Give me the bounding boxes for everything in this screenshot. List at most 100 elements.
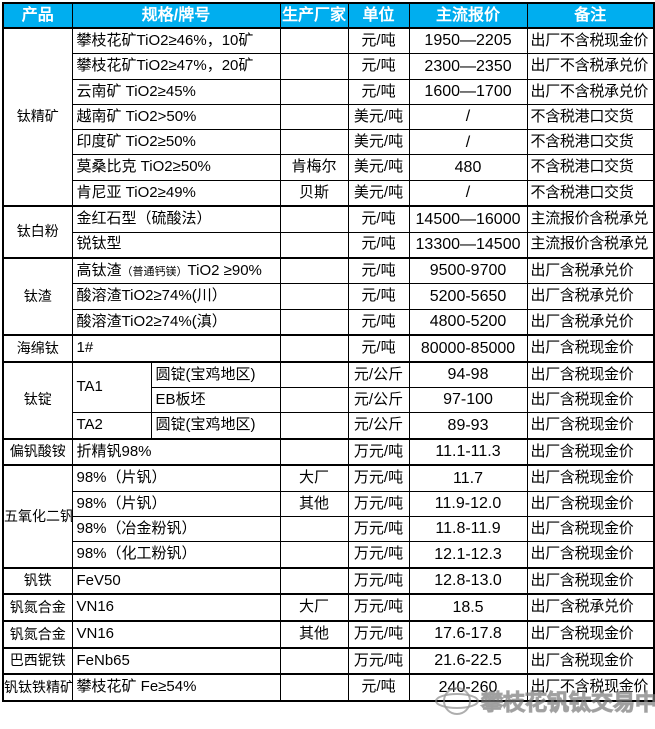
note-cell: 出厂含税现金价 bbox=[526, 619, 655, 649]
unit-cell: 元/吨 bbox=[347, 205, 410, 233]
maker-cell bbox=[279, 673, 349, 702]
maker-cell bbox=[279, 566, 349, 595]
maker-cell bbox=[279, 541, 349, 569]
spec-cell: 云南矿 TiO2≥45% bbox=[71, 78, 281, 105]
maker-cell: 贝斯 bbox=[279, 179, 349, 207]
column-header-1: 规格/牌号 bbox=[71, 2, 281, 29]
table-row: 酸溶渣TiO2≥74%(川） 元/吨 5200-5650 出厂含税承兑价 bbox=[3, 283, 655, 310]
note-cell: 出厂不含税现金价 bbox=[526, 27, 655, 55]
price-cell: 11.7 bbox=[408, 464, 528, 492]
spec-cell: 圆锭(宝鸡地区) bbox=[150, 360, 281, 389]
unit-cell: 万元/吨 bbox=[347, 593, 410, 622]
spec-cell: 攀枝花矿TiO2≥47%，20矿 bbox=[71, 53, 281, 80]
column-header-4: 主流报价 bbox=[408, 2, 528, 29]
table-row: 印度矿 TiO2≥50% 美元/吨 / 不含税港口交货 bbox=[3, 129, 655, 156]
spec-cell: 折精钒98% bbox=[71, 437, 281, 466]
note-cell: 出厂含税承兑价 bbox=[526, 283, 655, 310]
price-cell: 18.5 bbox=[408, 593, 528, 622]
product-cell: 海绵钛 bbox=[2, 334, 73, 363]
spec-cell: FeV50 bbox=[71, 566, 281, 595]
note-cell: 主流报价含税承兑 bbox=[526, 205, 655, 233]
price-cell: 11.1-11.3 bbox=[408, 437, 528, 466]
spec-cell: 酸溶渣TiO2≥74%(滇） bbox=[71, 308, 281, 336]
price-cell: 13300—14500 bbox=[408, 231, 528, 259]
spec-cell: FeNb65 bbox=[71, 646, 281, 675]
unit-cell: 元/吨 bbox=[347, 27, 410, 55]
price-cell: 1600—1700 bbox=[408, 78, 528, 105]
table-row: 钛精矿 攀枝花矿TiO2≥46%，10矿 元/吨 1950—2205 出厂不含税现金价 bbox=[2, 26, 655, 207]
column-header-2: 生产厂家 bbox=[279, 2, 349, 29]
price-cell: 11.8-11.9 bbox=[408, 516, 528, 543]
price-cell: 2300—2350 bbox=[408, 53, 528, 80]
table-row: 云南矿 TiO2≥45% 元/吨 1600—1700 出厂不含税承兑价 bbox=[3, 78, 655, 105]
maker-cell: 其他 bbox=[279, 619, 349, 649]
maker-cell: 大厂 bbox=[279, 464, 349, 492]
note-cell: 出厂含税承兑价 bbox=[526, 593, 655, 622]
spec-cell: 印度矿 TiO2≥50% bbox=[71, 129, 281, 156]
column-header-5: 备注 bbox=[526, 2, 655, 29]
unit-cell: 美元/吨 bbox=[347, 179, 410, 207]
maker-cell bbox=[279, 27, 349, 55]
spec-cell: 越南矿 TiO2>50% bbox=[71, 103, 281, 131]
price-cell: / bbox=[408, 179, 528, 207]
spec-text: TiO2 ≥90% bbox=[187, 261, 262, 279]
spec-text: （普通钙镁） bbox=[121, 265, 188, 278]
maker-cell: 大厂 bbox=[279, 593, 349, 622]
table-row: 钒铁 FeV50 万元/吨 12.8-13.0 出厂含税现金价 bbox=[2, 566, 655, 595]
note-cell: 主流报价含税承兑 bbox=[526, 231, 655, 259]
unit-cell: 美元/吨 bbox=[347, 129, 410, 156]
note-cell: 出厂含税现金价 bbox=[526, 412, 655, 440]
product-cell: 钒铁 bbox=[2, 566, 73, 595]
table-row: 钒氮合金 VN16 大厂 万元/吨 18.5 出厂含税承兑价 bbox=[2, 593, 655, 622]
note-cell: 出厂含税现金价 bbox=[526, 437, 655, 466]
table-row: 钛渣 高钛渣（普通钙镁）TiO2 ≥90% 元/吨 9500-9700 出厂含税承兑价 bbox=[2, 256, 655, 336]
unit-cell: 万元/吨 bbox=[347, 566, 410, 595]
price-cell: 12.1-12.3 bbox=[408, 541, 528, 569]
table-row: 莫桑比克 TiO2≥50% 肯梅尔 美元/吨 480 不含税港口交货 bbox=[3, 154, 655, 181]
note-cell: 不含税港口交货 bbox=[526, 154, 655, 181]
table-row: 攀枝花矿TiO2≥47%，20矿 元/吨 2300—2350 出厂不含税承兑价 bbox=[3, 53, 655, 80]
table-row: 酸溶渣TiO2≥74%(滇） 元/吨 4800-5200 出厂含税承兑价 bbox=[3, 308, 655, 336]
note-cell: 不含税港口交货 bbox=[526, 103, 655, 131]
maker-cell bbox=[279, 283, 349, 310]
unit-cell: 元/吨 bbox=[347, 256, 410, 285]
maker-cell: 肯梅尔 bbox=[279, 154, 349, 181]
unit-cell: 元/公斤 bbox=[347, 387, 410, 414]
spec-cell: 高钛渣（普通钙镁）TiO2 ≥90% bbox=[71, 256, 281, 285]
unit-cell: 万元/吨 bbox=[347, 619, 410, 649]
price-cell: 11.9-12.0 bbox=[408, 490, 528, 518]
table-row: 巴西铌铁 FeNb65 万元/吨 21.6-22.5 出厂含税现金价 bbox=[2, 646, 655, 675]
maker-cell: 其他 bbox=[279, 490, 349, 518]
maker-cell bbox=[279, 78, 349, 105]
spec-cell: VN16 bbox=[71, 619, 281, 649]
unit-cell: 元/吨 bbox=[347, 231, 410, 259]
table-row: 98%（片钒） 其他 万元/吨 11.9-12.0 出厂含税现金价 bbox=[3, 490, 655, 518]
price-cell: / bbox=[408, 129, 528, 156]
price-cell: 97-100 bbox=[408, 387, 528, 414]
unit-cell: 万元/吨 bbox=[347, 437, 410, 466]
spec-cell: 莫桑比克 TiO2≥50% bbox=[71, 154, 281, 181]
maker-cell bbox=[279, 231, 349, 259]
unit-cell: 万元/吨 bbox=[347, 516, 410, 543]
note-cell: 出厂含税现金价 bbox=[526, 516, 655, 543]
price-cell: 17.6-17.8 bbox=[408, 619, 528, 649]
unit-cell: 万元/吨 bbox=[347, 490, 410, 518]
table-row: 98%（冶金粉钒） 万元/吨 11.8-11.9 出厂含税现金价 bbox=[3, 516, 655, 543]
maker-cell bbox=[279, 516, 349, 543]
table-header: 产品 规格/牌号 生产厂家 单位 主流报价 备注 bbox=[2, 2, 655, 29]
product-cell: 五氧化二钒 bbox=[2, 464, 73, 569]
price-cell: 80000-85000 bbox=[408, 334, 528, 363]
spec-cell: 98%（片钒） bbox=[71, 464, 281, 492]
price-cell: 1950—2205 bbox=[408, 27, 528, 55]
maker-cell bbox=[279, 437, 349, 466]
spec-cell: 圆锭(宝鸡地区) bbox=[150, 412, 281, 440]
table-row: 锐钛型 元/吨 13300—14500 主流报价含税承兑 bbox=[3, 231, 655, 259]
note-cell: 出厂含税承兑价 bbox=[526, 256, 655, 285]
note-cell: 出厂含税现金价 bbox=[526, 646, 655, 675]
price-cell: 89-93 bbox=[408, 412, 528, 440]
price-cell: 480 bbox=[408, 154, 528, 181]
unit-cell: 元/吨 bbox=[347, 334, 410, 363]
product-cell: 钒氮合金 bbox=[2, 593, 73, 622]
spec-cell: 1# bbox=[71, 334, 281, 363]
maker-cell bbox=[279, 53, 349, 80]
